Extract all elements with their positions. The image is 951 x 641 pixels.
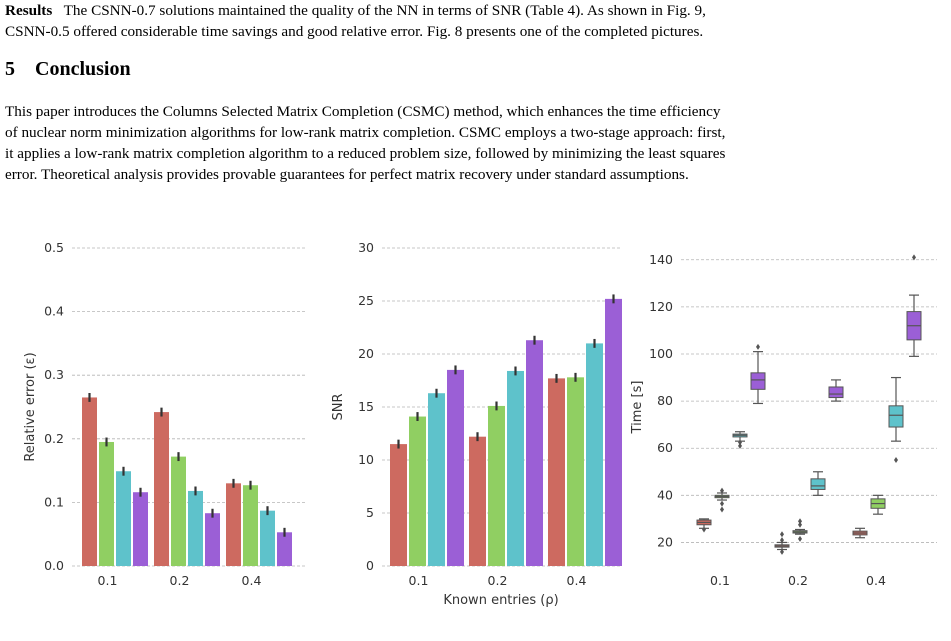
x-tick-label: 0.1	[98, 573, 118, 588]
y-tick-label: 20	[657, 534, 673, 549]
y-tick-label: 0	[366, 558, 374, 573]
outlier-point	[780, 531, 784, 538]
bar	[133, 492, 148, 566]
bar	[188, 490, 203, 566]
results-lead: Results	[5, 2, 53, 19]
y-axis-label: Relative error (ε)	[23, 352, 38, 461]
conclusion-paragraph: This paper introduces the Columns Select…	[5, 101, 945, 185]
outlier-point	[912, 254, 916, 261]
bar	[390, 444, 407, 566]
bar	[171, 456, 186, 566]
outlier-point	[738, 439, 742, 446]
bar	[567, 377, 584, 566]
bar	[469, 436, 486, 566]
y-tick-label: 40	[657, 487, 673, 502]
y-tick-label: 100	[649, 346, 673, 361]
bar	[116, 471, 131, 566]
y-tick-label: 60	[657, 440, 673, 455]
relative-error-chart-svg: 0.0 0.1 0.2 0.3 0.4 0.5 Relative error (ε) 0.1 0…	[23, 240, 305, 588]
x-tick-label: 0.4	[242, 573, 262, 588]
y-tick-label: 0.4	[44, 304, 64, 319]
y-tick-label: 0.2	[44, 431, 64, 446]
y-tick-label: 120	[649, 299, 673, 314]
bar	[447, 369, 464, 566]
outlier-point	[798, 521, 802, 528]
bar	[586, 343, 603, 566]
y-tick-label: 20	[358, 346, 374, 361]
y-tick-label: 15	[358, 399, 374, 414]
y-tick-label: 0.5	[44, 240, 64, 255]
x-tick-label: 0.2	[488, 573, 508, 588]
x-tick-label: 0.4	[866, 573, 886, 588]
y-tick-label: 5	[366, 505, 374, 520]
y-axis-label: Time [s]	[630, 381, 645, 435]
bar	[605, 298, 622, 566]
x-tick-label: 0.1	[409, 573, 429, 588]
outlier-point	[780, 537, 784, 544]
bar	[428, 393, 445, 566]
bar	[526, 340, 543, 566]
bar	[507, 370, 524, 566]
bar	[243, 485, 258, 566]
section-title: Conclusion	[35, 58, 131, 80]
outlier-point	[720, 506, 724, 513]
outlier-point	[894, 457, 898, 463]
conclusion-line-1: This paper introduces the Columns Select…	[5, 103, 721, 120]
results-line-2: CSNN-0.5 offered considerable time savin…	[5, 23, 704, 40]
y-tick-label: 0.1	[44, 494, 64, 509]
y-tick-label: 0.0	[44, 558, 64, 573]
section-heading: 5 Conclusion	[5, 58, 131, 81]
y-tick-label: 0.3	[44, 367, 64, 382]
outlier-point	[756, 343, 760, 350]
snr-chart: 0 5 10 15 20 25 30 SNR 0.1 0.2 0.4 Known entries (ρ…	[320, 226, 630, 641]
outlier-point	[702, 526, 706, 533]
bar	[82, 397, 97, 566]
bar	[205, 513, 220, 566]
relative-error-chart: 0.0 0.1 0.2 0.3 0.4 0.5 Relative error (ε) 0.1 0…	[0, 226, 320, 641]
results-line-1: The CSNN-0.7 solutions maintained the qu…	[63, 2, 706, 19]
outlier-point	[780, 548, 784, 555]
x-axis-label: Known entries (ρ)	[443, 593, 558, 608]
bar	[226, 483, 241, 566]
x-tick-label: 0.2	[788, 573, 808, 588]
outlier-point	[720, 487, 724, 494]
snr-chart-svg: 0 5 10 15 20 25 30 SNR 0.1 0.2 0.4 Known entries (ρ…	[331, 240, 622, 608]
bar	[260, 510, 275, 566]
y-tick-label: 25	[358, 293, 374, 308]
y-tick-label: 30	[358, 240, 374, 255]
x-tick-label: 0.4	[567, 573, 587, 588]
bar	[488, 405, 505, 566]
bar	[154, 412, 169, 566]
outlier-point	[798, 535, 802, 542]
results-paragraph: Results The CSNN-0.7 solutions maintaine…	[5, 0, 945, 42]
section-number: 5	[5, 58, 15, 80]
x-tick-label: 0.1	[710, 573, 730, 588]
y-tick-label: 10	[358, 452, 374, 467]
bar	[99, 441, 114, 566]
bar	[277, 532, 292, 566]
box	[828, 386, 844, 399]
y-axis-label: SNR	[331, 393, 346, 420]
outlier-point	[798, 518, 802, 525]
x-tick-label: 0.2	[170, 573, 190, 588]
time-chart: 20 40 60 80 100 120 140 Time [s] 0.1 0.2 0.4	[625, 226, 951, 641]
conclusion-line-4: error. Theoretical analysis provides pro…	[5, 166, 689, 183]
box	[888, 405, 904, 428]
time-chart-svg: 20 40 60 80 100 120 140 Time [s] 0.1 0.2 0.4	[630, 252, 937, 588]
y-tick-label: 140	[649, 252, 673, 267]
box	[810, 478, 826, 490]
conclusion-line-2: of nuclear norm minimization algorithms …	[5, 124, 726, 141]
bar	[548, 378, 565, 566]
bar	[409, 416, 426, 566]
outlier-point	[738, 442, 742, 449]
outlier-point	[720, 500, 724, 507]
y-tick-label: 80	[657, 393, 673, 408]
box	[750, 372, 766, 390]
conclusion-line-3: it applies a low-rank matrix completion …	[5, 145, 726, 162]
